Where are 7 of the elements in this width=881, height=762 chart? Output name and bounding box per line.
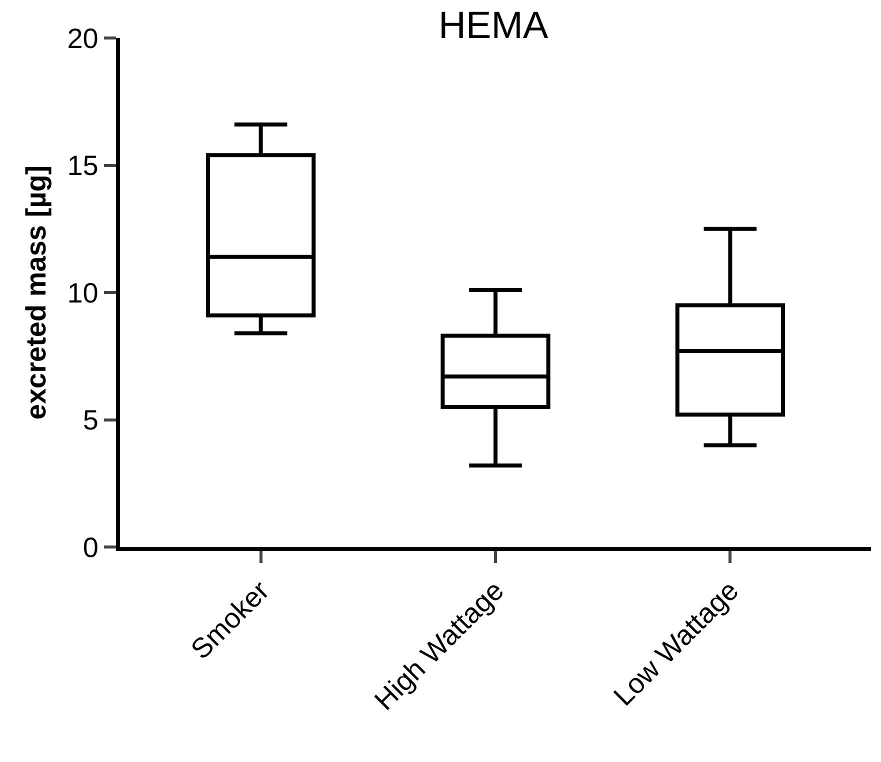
y-tick-label: 15 bbox=[67, 150, 98, 182]
y-tick-label: 5 bbox=[82, 404, 98, 436]
y-tick-label: 0 bbox=[82, 532, 98, 563]
chart-title: HEMA bbox=[438, 5, 549, 48]
y-axis-title: excreted mass [µg] bbox=[20, 165, 52, 420]
y-tick-label: 20 bbox=[67, 22, 98, 54]
y-tick-label: 10 bbox=[67, 277, 98, 308]
